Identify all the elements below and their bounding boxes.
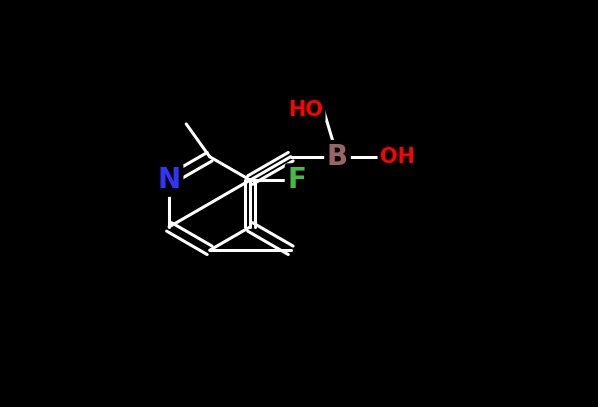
Text: B: B	[327, 143, 348, 171]
Text: F: F	[288, 166, 306, 194]
Text: N: N	[157, 166, 181, 194]
Text: OH: OH	[380, 147, 414, 167]
Text: HO: HO	[288, 100, 324, 120]
